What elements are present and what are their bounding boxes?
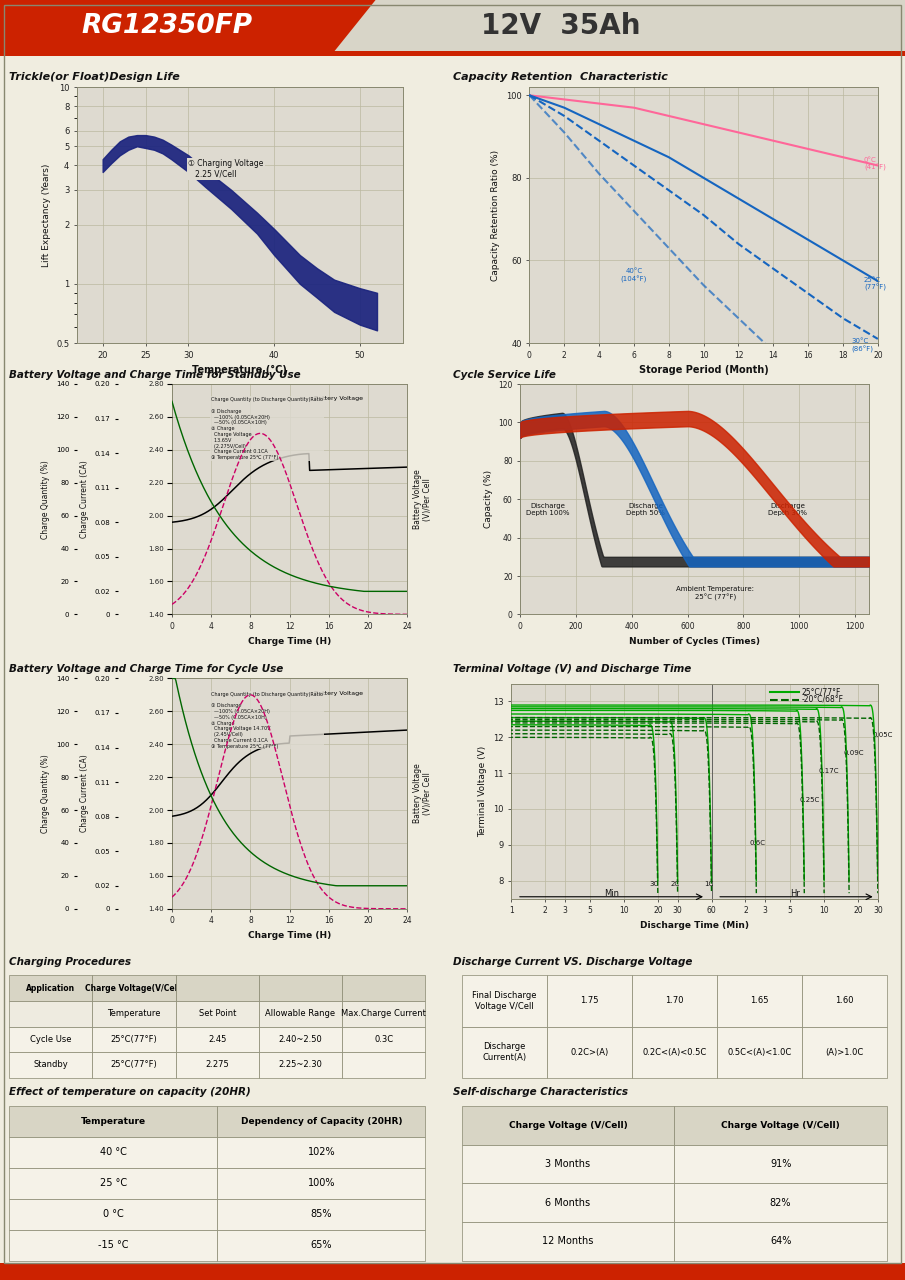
Text: 0.09C: 0.09C bbox=[844, 750, 864, 756]
Text: Self-discharge Characteristics: Self-discharge Characteristics bbox=[452, 1088, 627, 1097]
X-axis label: Temperature (°C): Temperature (°C) bbox=[193, 365, 287, 375]
Text: Trickle(or Float)Design Life: Trickle(or Float)Design Life bbox=[9, 72, 180, 82]
Text: 0.6C: 0.6C bbox=[749, 840, 766, 846]
Text: 12V  35Ah: 12V 35Ah bbox=[481, 12, 641, 40]
X-axis label: Charge Time (H): Charge Time (H) bbox=[248, 931, 331, 940]
Text: Discharge Current VS. Discharge Voltage: Discharge Current VS. Discharge Voltage bbox=[452, 957, 692, 966]
Bar bbox=[0, 51, 905, 56]
Y-axis label: Charge Current (CA): Charge Current (CA) bbox=[80, 461, 89, 538]
Text: 30°C
(86°F): 30°C (86°F) bbox=[852, 338, 873, 353]
Text: Discharge
Depth 50%: Discharge Depth 50% bbox=[626, 503, 665, 516]
Text: Min: Min bbox=[604, 888, 619, 897]
Text: 0.25C: 0.25C bbox=[799, 796, 819, 803]
Text: Effect of temperature on capacity (20HR): Effect of temperature on capacity (20HR) bbox=[9, 1088, 251, 1097]
X-axis label: Storage Period (Month): Storage Period (Month) bbox=[639, 365, 768, 375]
Text: Charge Quantity (to Discharge Quantity)Ratio

① Discharge
  —100% (0.05CA×20H)
 : Charge Quantity (to Discharge Quantity)R… bbox=[211, 691, 323, 749]
Y-axis label: Lift Expectancy (Years): Lift Expectancy (Years) bbox=[42, 164, 51, 266]
Text: Capacity Retention  Characteristic: Capacity Retention Characteristic bbox=[452, 72, 667, 82]
Text: 1C: 1C bbox=[704, 881, 714, 887]
Y-axis label: Battery Voltage
(V)/Per Cell: Battery Voltage (V)/Per Cell bbox=[413, 764, 433, 823]
Y-axis label: Charge Quantity (%): Charge Quantity (%) bbox=[42, 754, 51, 833]
Text: -20°C/68°F: -20°C/68°F bbox=[802, 695, 844, 704]
Y-axis label: Charge Current (CA): Charge Current (CA) bbox=[80, 755, 89, 832]
Text: Charge Quantity (to Discharge Quantity)Ratio

① Discharge
  —100% (0.05CA×20H)
 : Charge Quantity (to Discharge Quantity)R… bbox=[211, 397, 323, 461]
Text: Charging Procedures: Charging Procedures bbox=[9, 957, 131, 966]
Y-axis label: Capacity (%): Capacity (%) bbox=[483, 470, 492, 529]
X-axis label: Number of Cycles (Times): Number of Cycles (Times) bbox=[629, 636, 760, 645]
Text: Ambient Temperature:
25°C (77°F): Ambient Temperature: 25°C (77°F) bbox=[677, 586, 755, 600]
Text: 0.17C: 0.17C bbox=[819, 768, 840, 774]
Text: Discharge
Depth 100%: Discharge Depth 100% bbox=[527, 503, 570, 516]
Text: Battery Voltage: Battery Voltage bbox=[314, 397, 363, 402]
Text: Cycle Service Life: Cycle Service Life bbox=[452, 370, 556, 380]
Text: RG12350FP: RG12350FP bbox=[81, 13, 253, 38]
Text: Battery Voltage: Battery Voltage bbox=[314, 691, 363, 696]
Text: ① Charging Voltage
   2.25 V/Cell: ① Charging Voltage 2.25 V/Cell bbox=[188, 159, 263, 179]
Y-axis label: Capacity Retention Ratio (%): Capacity Retention Ratio (%) bbox=[491, 150, 500, 280]
Text: Hr: Hr bbox=[790, 888, 800, 897]
Text: 40°C
(104°F): 40°C (104°F) bbox=[621, 269, 647, 283]
Text: 25°C/77°F: 25°C/77°F bbox=[802, 687, 842, 696]
X-axis label: Discharge Time (Min): Discharge Time (Min) bbox=[640, 920, 749, 929]
Text: Battery Voltage and Charge Time for Cycle Use: Battery Voltage and Charge Time for Cycl… bbox=[9, 664, 283, 675]
X-axis label: Charge Time (H): Charge Time (H) bbox=[248, 636, 331, 645]
Y-axis label: Battery Voltage
(V)/Per Cell: Battery Voltage (V)/Per Cell bbox=[413, 470, 433, 529]
Y-axis label: Charge Quantity (%): Charge Quantity (%) bbox=[42, 460, 51, 539]
Polygon shape bbox=[0, 0, 376, 56]
Text: 0°C
(41°F): 0°C (41°F) bbox=[864, 156, 886, 172]
Text: Battery Voltage and Charge Time for Standby Use: Battery Voltage and Charge Time for Stan… bbox=[9, 370, 300, 380]
Text: 3C: 3C bbox=[650, 881, 659, 887]
Text: 25°C
(77°F): 25°C (77°F) bbox=[864, 276, 886, 291]
Text: 0.05C: 0.05C bbox=[872, 732, 892, 739]
Text: 2C: 2C bbox=[671, 881, 680, 887]
Text: Terminal Voltage (V) and Discharge Time: Terminal Voltage (V) and Discharge Time bbox=[452, 664, 691, 675]
Y-axis label: Terminal Voltage (V): Terminal Voltage (V) bbox=[479, 745, 488, 837]
Text: Discharge
Depth 30%: Discharge Depth 30% bbox=[768, 503, 807, 516]
